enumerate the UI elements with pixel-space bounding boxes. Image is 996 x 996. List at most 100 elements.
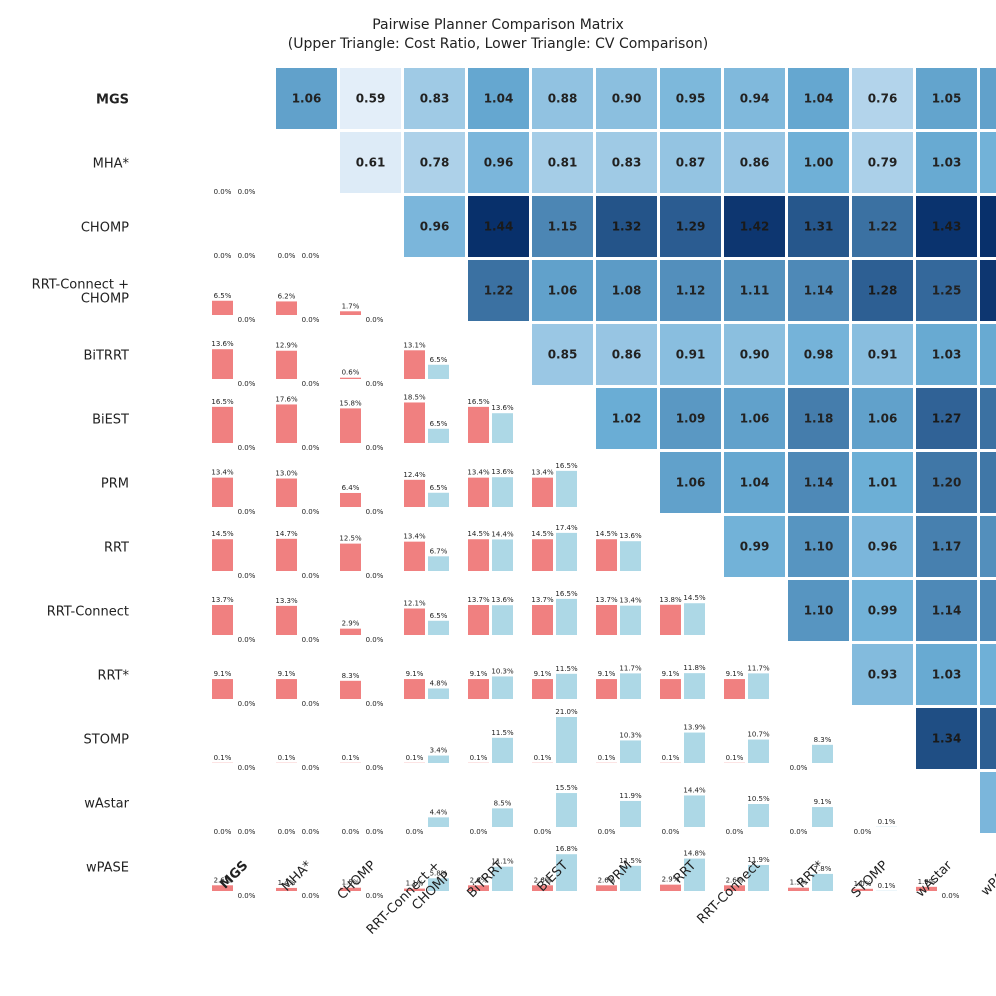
cv-label-col-planner: 13.6% [491,468,514,476]
cv-label-row-planner: 0.1% [726,754,744,762]
cost-ratio-value: 0.85 [548,348,578,362]
cv-label-col-planner: 13.6% [491,404,514,412]
cost-ratio-value: 1.44 [484,220,514,234]
cost-ratio-value: 0.83 [420,92,450,106]
cost-ratio-value: 1.04 [804,92,834,106]
cost-ratio-cell [916,324,977,385]
cv-label-row-planner: 9.1% [598,670,616,678]
cost-ratio-cell [916,644,977,705]
cv-label-col-planner: 21.0% [555,708,578,716]
cv-bar-row-planner [212,300,233,315]
cv-bar-row-planner [468,539,489,571]
cv-label-row-planner: 0.1% [534,754,552,762]
cv-label-col-planner: 11.9% [747,856,770,864]
cv-label-col-planner: 0.0% [238,380,256,388]
cv-bar-row-planner [468,885,489,891]
cost-ratio-cell [852,68,913,129]
cv-label-row-planner: 14.5% [595,530,618,538]
cv-label-col-planner: 6.5% [430,356,448,364]
cv-label-row-planner: 13.1% [403,341,426,349]
cv-label-col-planner: 14.5% [683,594,706,602]
cost-ratio-value: 0.91 [868,348,898,362]
cost-ratio-cell [468,132,529,193]
cost-ratio-value: 0.78 [420,156,450,170]
cost-ratio-cell [852,132,913,193]
cv-label-col-planner: 0.0% [302,636,320,644]
row-label: RRT-Connect + CHOMP [32,278,130,307]
cv-label-col-planner: 11.5% [491,729,514,737]
cv-label-row-planner: 2.6% [726,876,744,884]
cv-bar-row-planner [276,679,297,699]
cost-ratio-cell [468,68,529,129]
cost-ratio-value: 0.93 [868,668,898,682]
cv-label-col-planner: 13.6% [619,532,642,540]
cv-label-row-planner: 13.7% [467,596,490,604]
cost-ratio-cell [852,196,913,257]
cv-bar-row-planner [532,539,553,571]
cv-bar-col-planner [812,807,833,827]
cv-label-col-planner: 6.7% [430,547,448,555]
cost-ratio-value: 0.76 [868,92,898,106]
cv-bar-row-planner [532,679,553,699]
cost-ratio-value: 1.28 [868,284,898,298]
cv-bar-row-planner [340,628,361,635]
cv-label-row-planner: 2.6% [598,876,616,884]
cv-label-col-planner: 0.0% [942,892,960,900]
cv-label-col-planner: 7.8% [814,865,832,873]
cv-label-col-planner: 0.0% [366,764,384,772]
cost-ratio-cell [724,388,785,449]
cv-label-col-planner: 0.0% [366,316,384,324]
cost-ratio-value: 1.22 [484,284,514,298]
cv-bar-col-planner [428,428,449,443]
cost-ratio-value: 1.11 [740,284,770,298]
cv-label-col-planner: 14.8% [683,850,706,858]
cv-label-col-planner: 13.6% [491,596,514,604]
cv-bar-row-planner [212,539,233,571]
cv-bar-col-planner [556,598,577,635]
cost-ratio-cell [340,68,401,129]
cv-label-row-planner: 12.1% [403,599,426,607]
cv-bar-col-planner [620,865,641,891]
cv-label-col-planner: 16.5% [555,590,578,598]
cost-ratio-cell [532,260,593,321]
cv-label-col-planner: 9.1% [814,798,832,806]
cv-bar-col-planner [620,541,641,571]
cost-ratio-value: 1.09 [676,412,706,426]
cv-label-col-planner: 0.0% [302,828,320,836]
cv-label-row-planner: 13.6% [211,340,234,348]
cost-ratio-cell [660,68,721,129]
cv-label-col-planner: 0.0% [238,700,256,708]
cv-label-col-planner: 0.0% [302,700,320,708]
cv-label-col-planner: 14.4% [683,786,706,794]
cv-label-row-planner: 0.0% [278,252,296,260]
cv-label-col-planner: 0.0% [238,572,256,580]
cv-bar-row-planner [212,477,233,507]
cv-label-col-planner: 0.0% [366,700,384,708]
cv-label-row-planner: 16.5% [211,398,234,406]
cv-bar-row-planner [404,479,425,507]
cv-label-row-planner: 13.0% [275,470,298,478]
cost-ratio-value: 1.03 [932,156,962,170]
cost-ratio-cell [916,68,977,129]
cost-ratio-cell [788,132,849,193]
cost-ratio-cell [660,452,721,513]
cv-label-row-planner: 9.1% [534,670,552,678]
cv-label-row-planner: 13.4% [211,469,234,477]
cv-label-col-planner: 8.5% [494,799,512,807]
cv-label-row-planner: 1.9% [918,878,936,886]
cost-ratio-value: 0.99 [740,540,770,554]
cv-label-row-planner: 12.9% [275,342,298,350]
cost-ratio-cell [852,388,913,449]
cv-label-row-planner: 0.0% [534,828,552,836]
cv-label-row-planner: 12.5% [339,535,362,543]
cost-ratio-value: 1.10 [804,604,834,618]
cv-bar-row-planner [916,886,937,891]
cv-label-row-planner: 2.6% [470,876,488,884]
cv-bar-col-planner [556,470,577,507]
cost-ratio-value: 1.22 [868,220,898,234]
cv-label-col-planner: 13.9% [683,724,706,732]
cv-bar-col-planner [492,737,513,763]
cv-bar-row-planner [340,377,361,379]
cost-ratio-cell [468,196,529,257]
cv-label-col-planner: 0.0% [366,828,384,836]
